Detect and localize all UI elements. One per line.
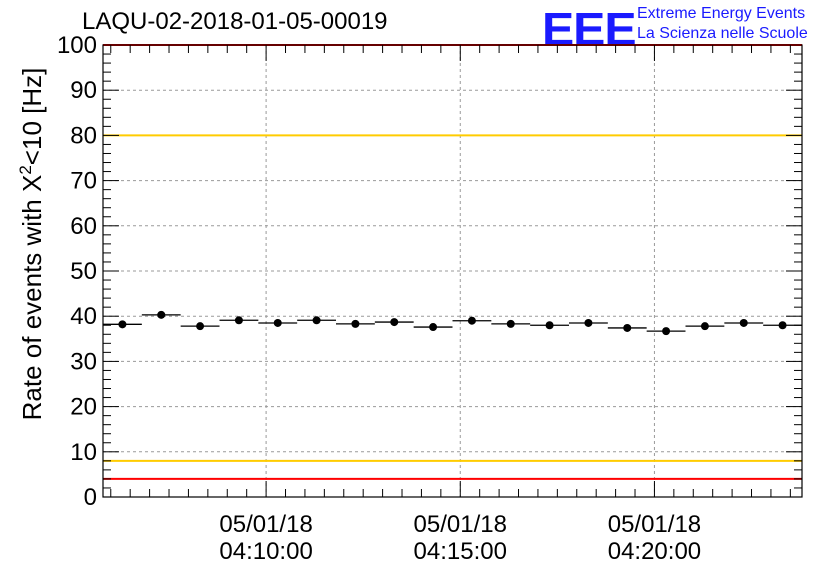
data-point [700,322,709,331]
y-tick-label: 40 [70,303,97,330]
data-points [103,310,802,336]
data-point [739,318,748,327]
data-point [234,316,243,325]
y-tick-label: 50 [70,258,97,285]
y-tick-label: 90 [70,77,97,104]
x-tick-label-time: 04:10:00 [219,538,312,565]
y-tick-label: 20 [70,394,97,421]
logo-text: Extreme Energy Events La Scienza nelle S… [637,4,808,44]
data-point [273,318,282,327]
logo-line-2: La Scienza nelle Scuole [637,25,808,42]
data-point [467,316,476,325]
y-tick-label: 80 [70,122,97,149]
data-point [118,320,127,329]
x-tick-label-time: 04:20:00 [608,538,701,565]
x-tick-label-time: 04:15:00 [414,538,507,565]
axes: 010203040506070809010005/01/1804:10:0005… [57,32,802,565]
x-tick-label-date: 05/01/18 [608,511,701,538]
y-tick-label: 100 [57,32,97,59]
logo-line-1: Extreme Energy Events [637,5,806,22]
data-point [429,323,438,332]
data-point [584,318,593,327]
data-point [312,316,321,325]
data-point [390,318,399,327]
x-tick-label-date: 05/01/18 [219,511,312,538]
grid-layer [103,45,802,497]
reference-lines [103,44,802,480]
data-point [157,310,166,319]
data-point [778,321,787,330]
y-tick-label: 70 [70,168,97,195]
data-point [351,319,360,328]
y-tick-label: 60 [70,213,97,240]
x-tick-label-date: 05/01/18 [414,511,507,538]
data-point [196,322,205,331]
y-tick-label: 10 [70,439,97,466]
data-point [506,319,515,328]
data-point [623,323,632,332]
y-tick-label: 30 [70,348,97,375]
data-point [545,321,554,330]
data-point [662,327,671,336]
y-tick-label: 0 [84,484,97,511]
chart-title: LAQU-02-2018-01-05-00019 [82,8,388,35]
